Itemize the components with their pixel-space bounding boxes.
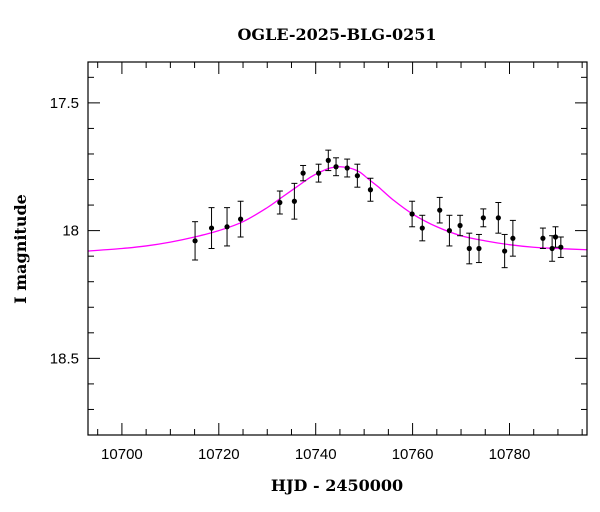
data-marker: [419, 225, 425, 231]
data-point: [549, 235, 556, 262]
data-marker: [558, 244, 564, 250]
data-point: [367, 177, 374, 202]
data-point: [315, 163, 322, 183]
data-point: [300, 164, 307, 182]
x-tick-label: 10780: [489, 446, 531, 463]
data-marker: [192, 238, 198, 244]
data-marker: [437, 207, 443, 213]
data-point: [501, 233, 508, 269]
data-point: [475, 233, 482, 264]
data-marker: [208, 225, 215, 231]
data-point: [291, 182, 298, 220]
data-point: [446, 214, 453, 247]
data-point: [495, 202, 502, 234]
model-curve-group: [87, 166, 588, 252]
data-point: [237, 200, 244, 238]
x-tick-label: 10760: [392, 446, 434, 463]
data-point: [436, 196, 443, 224]
data-marker: [224, 224, 230, 230]
y-tick-label: 18.5: [50, 350, 79, 367]
model-curve: [87, 166, 588, 252]
data-point: [333, 157, 340, 177]
data-point: [419, 214, 426, 242]
data-marker: [316, 170, 322, 176]
data-point: [344, 158, 351, 178]
data-point: [480, 208, 487, 228]
plot-frame: [87, 61, 588, 436]
data-point: [208, 207, 215, 249]
data-point: [552, 226, 559, 248]
data-point: [224, 207, 231, 247]
data-marker: [446, 228, 453, 234]
data-marker: [466, 245, 472, 252]
data-point: [466, 232, 473, 265]
data-point: [539, 227, 546, 249]
data-marker: [495, 215, 501, 221]
data-point: [457, 214, 464, 237]
data-marker: [476, 245, 482, 252]
data-marker: [367, 187, 374, 193]
data-point: [325, 149, 332, 172]
data-marker: [540, 235, 546, 241]
data-marker: [552, 234, 559, 240]
data-marker: [510, 235, 516, 241]
data-point: [276, 190, 283, 215]
data-marker: [549, 245, 555, 252]
data-point: [192, 221, 199, 261]
data-marker: [480, 215, 486, 221]
data-point: [409, 200, 416, 228]
data-marker: [277, 199, 283, 206]
y-tick-label: 18: [62, 223, 79, 240]
y-tick-label: 17.5: [50, 95, 79, 112]
data-marker: [354, 173, 360, 179]
data-points: [192, 149, 564, 269]
tick-labels: 10700 10720 10740 10760 10780 17.5 18 18.5: [50, 95, 531, 463]
axis-ticks: [88, 62, 587, 436]
data-marker: [300, 170, 306, 176]
data-point: [557, 236, 564, 258]
data-marker: [333, 164, 339, 170]
data-marker: [457, 222, 463, 229]
x-tick-label: 10740: [295, 446, 337, 463]
data-marker: [291, 198, 297, 204]
y-axis-label: I magnitude: [11, 194, 30, 304]
data-point: [354, 163, 361, 188]
x-axis-label: HJD - 2450000: [271, 476, 403, 495]
data-marker: [502, 248, 508, 254]
data-point: [509, 219, 516, 257]
data-marker: [344, 165, 350, 171]
x-tick-label: 10700: [101, 446, 143, 463]
data-marker: [238, 216, 244, 222]
data-marker: [409, 211, 415, 217]
chart-title: OGLE-2025-BLG-0251: [237, 25, 436, 44]
data-marker: [325, 157, 331, 163]
x-tick-label: 10720: [198, 446, 240, 463]
